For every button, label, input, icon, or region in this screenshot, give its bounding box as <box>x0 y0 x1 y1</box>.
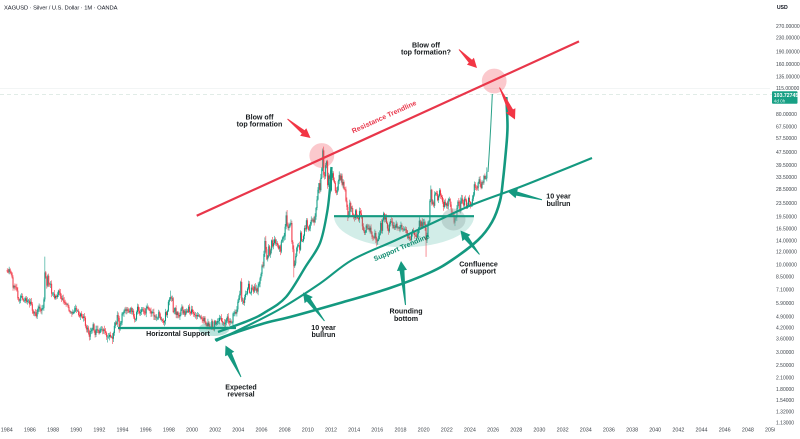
svg-text:2040: 2040 <box>649 428 661 434</box>
svg-text:103.72745: 103.72745 <box>774 93 799 99</box>
svg-text:39.50000: 39.50000 <box>776 163 797 169</box>
svg-text:2014: 2014 <box>348 428 360 434</box>
svg-text:47.50000: 47.50000 <box>776 150 797 156</box>
svg-text:Horizontal Support: Horizontal Support <box>146 330 210 338</box>
svg-text:115.00000: 115.00000 <box>776 86 799 92</box>
svg-text:2012: 2012 <box>325 428 337 434</box>
svg-text:4.90000: 4.90000 <box>776 314 794 320</box>
svg-text:12.00000: 12.00000 <box>776 250 797 256</box>
svg-text:14.00000: 14.00000 <box>776 238 797 244</box>
svg-text:3.60000: 3.60000 <box>776 337 794 343</box>
svg-text:1.13000: 1.13000 <box>776 421 794 427</box>
svg-text:1994: 1994 <box>117 428 129 434</box>
svg-text:230.00000: 230.00000 <box>776 36 800 42</box>
svg-text:XAGUSD · Silver / U.S. Dollar: XAGUSD · Silver / U.S. Dollar · 1M · OAN… <box>4 6 118 12</box>
svg-text:80.00000: 80.00000 <box>776 112 797 118</box>
svg-text:1986: 1986 <box>24 428 36 434</box>
svg-text:135.00000: 135.00000 <box>776 74 800 80</box>
svg-text:of support: of support <box>461 268 497 276</box>
svg-text:2006: 2006 <box>256 428 268 434</box>
svg-text:Rounding: Rounding <box>389 308 422 316</box>
svg-text:reversal: reversal <box>227 391 254 399</box>
svg-text:bullrun: bullrun <box>311 331 335 339</box>
svg-text:57.50000: 57.50000 <box>776 136 797 142</box>
svg-text:2030: 2030 <box>533 428 545 434</box>
svg-text:19.50000: 19.50000 <box>776 214 797 220</box>
svg-text:bottom: bottom <box>394 315 418 323</box>
svg-text:10 year: 10 year <box>546 193 571 201</box>
svg-text:2000: 2000 <box>186 428 198 434</box>
svg-text:270.00000: 270.00000 <box>776 24 800 30</box>
svg-text:2034: 2034 <box>580 428 592 434</box>
svg-text:2044: 2044 <box>696 428 708 434</box>
svg-text:2020: 2020 <box>418 428 430 434</box>
svg-text:bullrun: bullrun <box>546 200 570 208</box>
svg-text:33.50000: 33.50000 <box>776 175 797 181</box>
svg-text:8.50000: 8.50000 <box>776 275 794 281</box>
svg-text:2050: 2050 <box>765 428 777 434</box>
svg-text:2016: 2016 <box>371 428 383 434</box>
svg-text:2024: 2024 <box>464 428 476 434</box>
svg-text:2038: 2038 <box>626 428 638 434</box>
svg-text:1.80000: 1.80000 <box>776 387 794 393</box>
svg-text:23.50000: 23.50000 <box>776 201 797 207</box>
svg-text:10 year: 10 year <box>311 324 336 332</box>
svg-text:10.00000: 10.00000 <box>776 263 797 269</box>
svg-text:1990: 1990 <box>70 428 82 434</box>
svg-text:2048: 2048 <box>742 428 754 434</box>
svg-text:top formation?: top formation? <box>401 49 451 57</box>
svg-text:2022: 2022 <box>441 428 453 434</box>
svg-text:28.50000: 28.50000 <box>776 187 797 193</box>
svg-text:2032: 2032 <box>557 428 569 434</box>
svg-text:2.50000: 2.50000 <box>776 363 794 369</box>
svg-text:2028: 2028 <box>510 428 522 434</box>
svg-text:2010: 2010 <box>302 428 314 434</box>
svg-text:2004: 2004 <box>232 428 244 434</box>
svg-text:1996: 1996 <box>140 428 152 434</box>
svg-text:160.00000: 160.00000 <box>776 62 800 68</box>
svg-text:4d 0h: 4d 0h <box>774 98 786 103</box>
svg-text:2008: 2008 <box>279 428 291 434</box>
svg-text:2036: 2036 <box>603 428 615 434</box>
svg-text:1.32000: 1.32000 <box>776 409 794 415</box>
svg-text:2046: 2046 <box>719 428 731 434</box>
svg-text:7.10000: 7.10000 <box>776 288 794 294</box>
svg-text:3.00000: 3.00000 <box>776 350 794 356</box>
svg-text:190.00000: 190.00000 <box>776 50 800 56</box>
svg-text:Confluence: Confluence <box>459 260 498 268</box>
svg-text:1984: 1984 <box>1 428 13 434</box>
svg-text:16.50000: 16.50000 <box>776 226 797 232</box>
svg-text:Expected: Expected <box>225 383 257 391</box>
svg-text:4.20000: 4.20000 <box>776 326 794 332</box>
svg-text:top formation: top formation <box>237 121 283 129</box>
svg-text:2042: 2042 <box>672 428 684 434</box>
svg-text:2.10000: 2.10000 <box>776 376 794 382</box>
svg-text:1988: 1988 <box>47 428 59 434</box>
svg-text:1998: 1998 <box>163 428 175 434</box>
svg-text:2002: 2002 <box>209 428 221 434</box>
svg-text:1.54000: 1.54000 <box>776 398 794 404</box>
svg-text:USD: USD <box>777 5 788 11</box>
svg-text:Blow off: Blow off <box>246 113 275 121</box>
svg-text:2018: 2018 <box>395 428 407 434</box>
svg-text:1992: 1992 <box>93 428 105 434</box>
svg-text:Blow off: Blow off <box>412 41 441 49</box>
svg-text:2026: 2026 <box>487 428 499 434</box>
svg-text:67.50000: 67.50000 <box>776 124 797 130</box>
svg-text:5.90000: 5.90000 <box>776 301 794 307</box>
